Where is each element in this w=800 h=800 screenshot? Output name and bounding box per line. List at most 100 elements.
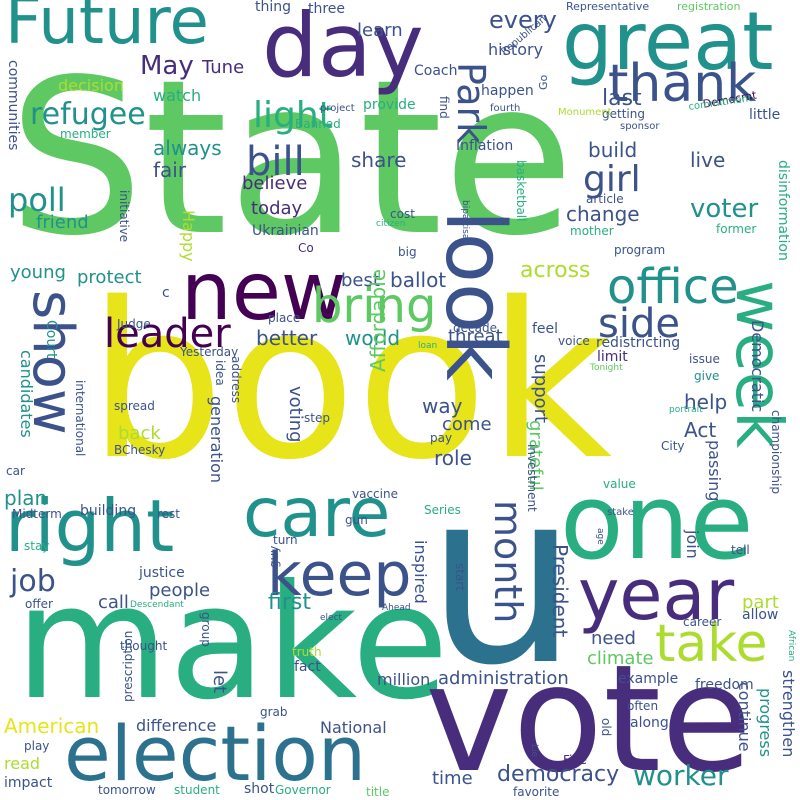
word-leader: leader — [104, 311, 231, 357]
word-tune: Tune — [202, 57, 245, 78]
word-governor: Governor — [275, 783, 331, 797]
word-guy: guy — [267, 545, 281, 568]
word-tomorrow: tomorrow — [98, 783, 156, 797]
word-rest: rest — [157, 507, 181, 521]
word-back: back — [118, 423, 161, 444]
word-happy: Happy — [179, 210, 198, 262]
word-passing: passing — [705, 440, 724, 502]
word-midterm: Midterm — [12, 507, 62, 521]
word-side: side — [598, 301, 680, 347]
word-democracy: democracy — [497, 762, 620, 787]
word-thing: thing — [255, 0, 292, 15]
word-court: Court — [43, 320, 59, 359]
word-believe: believe — [242, 173, 308, 194]
word-decade: decade — [453, 321, 497, 335]
word-allow: allow — [742, 607, 779, 623]
word-elect: elect — [320, 613, 343, 623]
word-investment: investment — [525, 444, 539, 512]
word-one: one — [560, 461, 754, 583]
word-big: big — [398, 245, 417, 259]
word-age: age — [595, 528, 605, 545]
word-year: year — [578, 554, 735, 636]
word-car: car — [6, 464, 25, 478]
word-prescription: prescription — [121, 630, 135, 702]
word-project: project — [320, 103, 355, 114]
word-care: care — [243, 474, 391, 553]
word-always: always — [153, 136, 222, 160]
word-go: Go — [537, 74, 550, 90]
word-along: along — [630, 715, 669, 731]
word-million: million — [377, 670, 431, 689]
word-offer: offer — [25, 597, 53, 611]
word-worker: worker — [633, 759, 729, 792]
word-make: make — [15, 551, 449, 735]
word-first: first — [268, 590, 311, 615]
word-communities: communities — [5, 60, 21, 151]
word-keep: keep — [267, 540, 412, 610]
word-refugee: refugee — [30, 97, 146, 132]
word-international: international — [73, 380, 87, 457]
word-initiative: initiative — [117, 190, 131, 243]
word-representative: Representative — [566, 0, 650, 13]
word-championship: championship — [769, 410, 783, 494]
word-help: help — [684, 390, 728, 414]
word-monument: Monument — [558, 107, 612, 118]
word-article: article — [586, 192, 624, 206]
word-month: month — [486, 500, 530, 624]
word-title: title — [366, 785, 390, 799]
word-part: part — [742, 592, 779, 613]
word-five: Five — [563, 753, 587, 767]
word-u: u — [426, 438, 579, 718]
word-way: way — [422, 394, 463, 418]
word-spread: spread — [114, 399, 155, 413]
word-often: often — [627, 699, 659, 713]
word-call: call — [98, 592, 129, 613]
word-banned: Banned — [295, 117, 341, 131]
word-take: take — [655, 614, 768, 674]
word-place: place — [268, 311, 301, 325]
word-student: student — [174, 783, 220, 797]
word-american: American — [4, 714, 100, 738]
word-office: office — [607, 259, 739, 315]
word-voting: voting — [285, 386, 306, 443]
word-new: new — [181, 245, 347, 338]
word-friend: friend — [36, 212, 89, 233]
word-three: three — [308, 1, 346, 17]
word-african: African — [786, 630, 796, 662]
word-justice: justice — [139, 565, 185, 581]
word-fourth: fourth — [490, 103, 521, 114]
word-judge: Judge — [117, 317, 151, 331]
word-bchesky: BChesky — [114, 443, 166, 457]
word-cost: cost — [390, 207, 415, 221]
word-continue: continue — [735, 682, 754, 752]
word-citizen: citizen — [376, 219, 406, 229]
word-ukrainian: Ukrainian — [252, 223, 319, 239]
word-freedom: freedom — [695, 677, 754, 693]
word-vote: vote — [425, 633, 753, 800]
word-former: former — [716, 222, 757, 236]
word-better: better — [256, 326, 318, 350]
word-feel: feel — [532, 321, 559, 337]
word-need: need — [591, 628, 636, 649]
word-day: day — [262, 0, 424, 97]
word-may: May — [140, 51, 194, 81]
word-find: find — [437, 96, 451, 119]
word-yesterday: Yesterday — [180, 345, 239, 359]
word-truth: truth — [292, 645, 322, 659]
word-watch: watch — [153, 86, 202, 105]
word-join: join — [683, 530, 702, 559]
word-inspired: inspired — [411, 540, 430, 604]
word-book: book — [88, 256, 613, 507]
word-look: look — [427, 210, 522, 381]
word-protect: protect — [77, 267, 142, 288]
word-building: building — [80, 503, 137, 519]
word-ahead: Ahead — [382, 603, 411, 613]
word-fact: fact — [294, 659, 321, 675]
word-bipartisan: bipartisan — [460, 200, 470, 246]
word-national: National — [320, 718, 387, 737]
word-inflation: Inflation — [456, 138, 514, 154]
word-gun: gun — [345, 513, 368, 527]
word-support: support — [530, 354, 551, 424]
word-poll: poll — [8, 181, 66, 219]
